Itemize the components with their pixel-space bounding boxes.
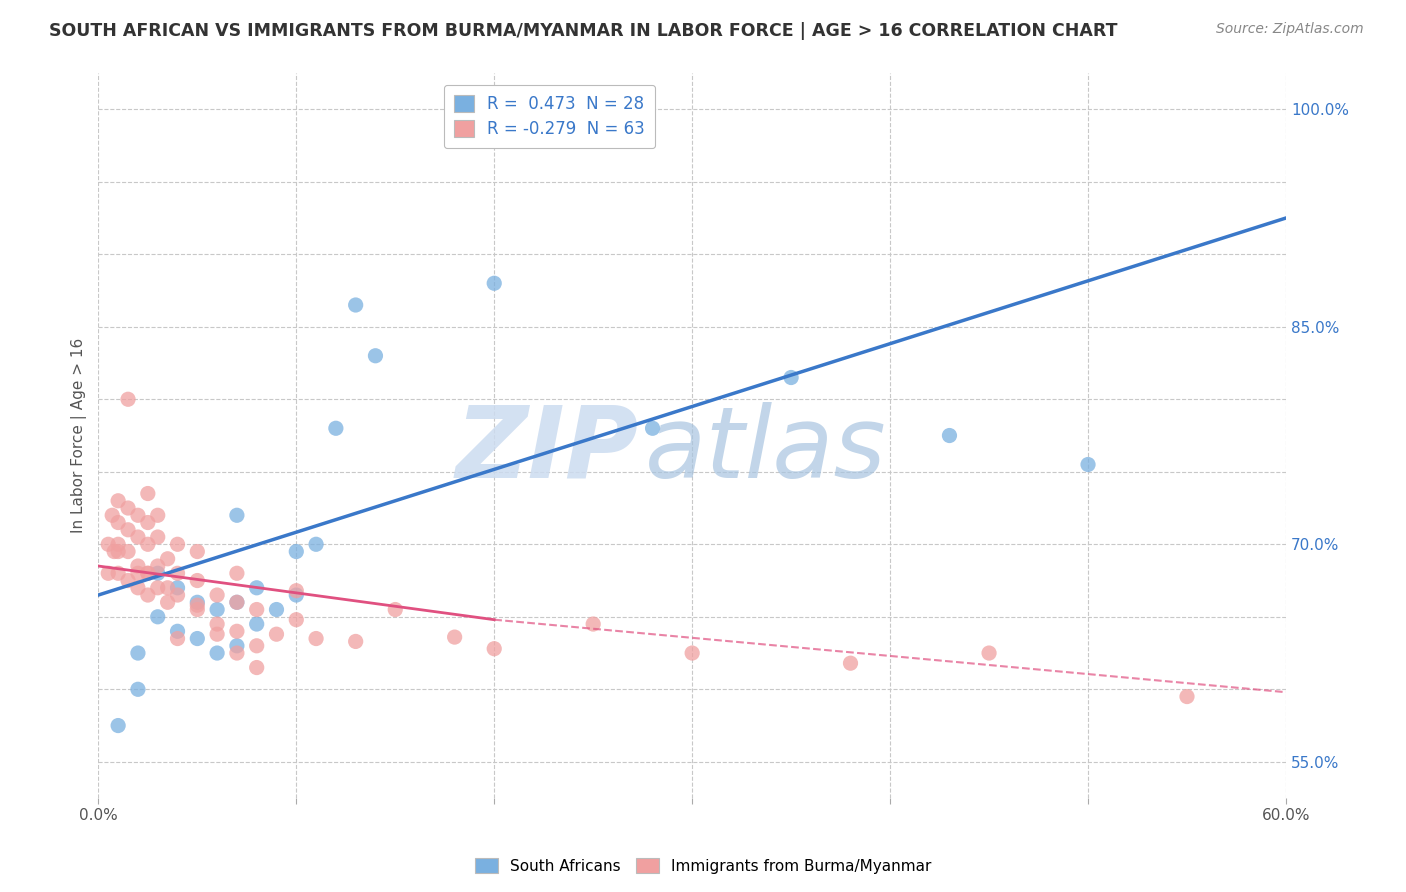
Point xyxy=(97,566,120,581)
Point xyxy=(166,588,188,602)
Point xyxy=(484,641,506,656)
Point xyxy=(205,627,228,641)
Point xyxy=(246,602,269,616)
Point xyxy=(225,639,247,653)
Point xyxy=(146,559,169,574)
Point xyxy=(156,581,179,595)
Point xyxy=(166,624,188,639)
Point xyxy=(107,537,129,551)
Point xyxy=(136,486,159,500)
Point xyxy=(681,646,703,660)
Point xyxy=(146,508,169,523)
Point xyxy=(136,537,159,551)
Point xyxy=(225,646,247,660)
Point xyxy=(166,632,188,646)
Point xyxy=(285,613,308,627)
Point xyxy=(186,595,208,609)
Text: atlas: atlas xyxy=(644,401,886,499)
Legend: South Africans, Immigrants from Burma/Myanmar: South Africans, Immigrants from Burma/My… xyxy=(468,852,938,880)
Point xyxy=(127,530,149,544)
Point xyxy=(186,598,208,612)
Point xyxy=(146,530,169,544)
Point xyxy=(127,581,149,595)
Point xyxy=(166,581,188,595)
Point xyxy=(285,588,308,602)
Point xyxy=(127,646,149,660)
Point xyxy=(136,566,159,581)
Point xyxy=(166,566,188,581)
Point xyxy=(344,298,367,312)
Point xyxy=(205,588,228,602)
Point xyxy=(186,632,208,646)
Point xyxy=(97,537,120,551)
Point xyxy=(1077,458,1099,472)
Point xyxy=(117,544,139,558)
Point xyxy=(136,566,159,581)
Legend: R =  0.473  N = 28, R = -0.279  N = 63: R = 0.473 N = 28, R = -0.279 N = 63 xyxy=(444,85,655,148)
Point xyxy=(146,581,169,595)
Point xyxy=(443,630,465,644)
Point xyxy=(107,718,129,732)
Point xyxy=(484,277,506,291)
Point xyxy=(641,421,664,435)
Point xyxy=(246,581,269,595)
Point xyxy=(246,617,269,632)
Point xyxy=(117,392,139,407)
Point xyxy=(325,421,347,435)
Point xyxy=(938,428,960,442)
Point xyxy=(1175,690,1198,704)
Point xyxy=(582,617,605,632)
Point xyxy=(127,682,149,697)
Point xyxy=(127,559,149,574)
Text: ZIP: ZIP xyxy=(456,401,638,499)
Point xyxy=(107,566,129,581)
Point xyxy=(127,508,149,523)
Point xyxy=(285,583,308,598)
Point xyxy=(266,602,288,616)
Point xyxy=(156,595,179,609)
Point xyxy=(205,617,228,632)
Point xyxy=(117,523,139,537)
Point xyxy=(225,508,247,523)
Point xyxy=(103,544,125,558)
Point xyxy=(225,595,247,609)
Point xyxy=(166,537,188,551)
Point xyxy=(205,602,228,616)
Point xyxy=(225,566,247,581)
Text: Source: ZipAtlas.com: Source: ZipAtlas.com xyxy=(1216,22,1364,37)
Point xyxy=(780,370,803,384)
Point xyxy=(107,493,129,508)
Point xyxy=(364,349,387,363)
Point xyxy=(107,544,129,558)
Text: SOUTH AFRICAN VS IMMIGRANTS FROM BURMA/MYANMAR IN LABOR FORCE | AGE > 16 CORRELA: SOUTH AFRICAN VS IMMIGRANTS FROM BURMA/M… xyxy=(49,22,1118,40)
Y-axis label: In Labor Force | Age > 16: In Labor Force | Age > 16 xyxy=(72,338,87,533)
Point xyxy=(225,595,247,609)
Point xyxy=(344,634,367,648)
Point xyxy=(127,566,149,581)
Point xyxy=(101,508,124,523)
Point xyxy=(839,656,862,670)
Point xyxy=(146,566,169,581)
Point xyxy=(117,574,139,588)
Point xyxy=(285,544,308,558)
Point xyxy=(186,602,208,616)
Point xyxy=(146,609,169,624)
Point xyxy=(186,574,208,588)
Point xyxy=(186,544,208,558)
Point xyxy=(156,551,179,566)
Point xyxy=(117,501,139,516)
Point xyxy=(225,624,247,639)
Point xyxy=(977,646,1000,660)
Point xyxy=(246,639,269,653)
Point xyxy=(246,660,269,674)
Point xyxy=(384,602,406,616)
Point xyxy=(205,646,228,660)
Point xyxy=(266,627,288,641)
Point xyxy=(305,632,328,646)
Point xyxy=(305,537,328,551)
Point xyxy=(136,588,159,602)
Point xyxy=(107,516,129,530)
Point xyxy=(136,516,159,530)
